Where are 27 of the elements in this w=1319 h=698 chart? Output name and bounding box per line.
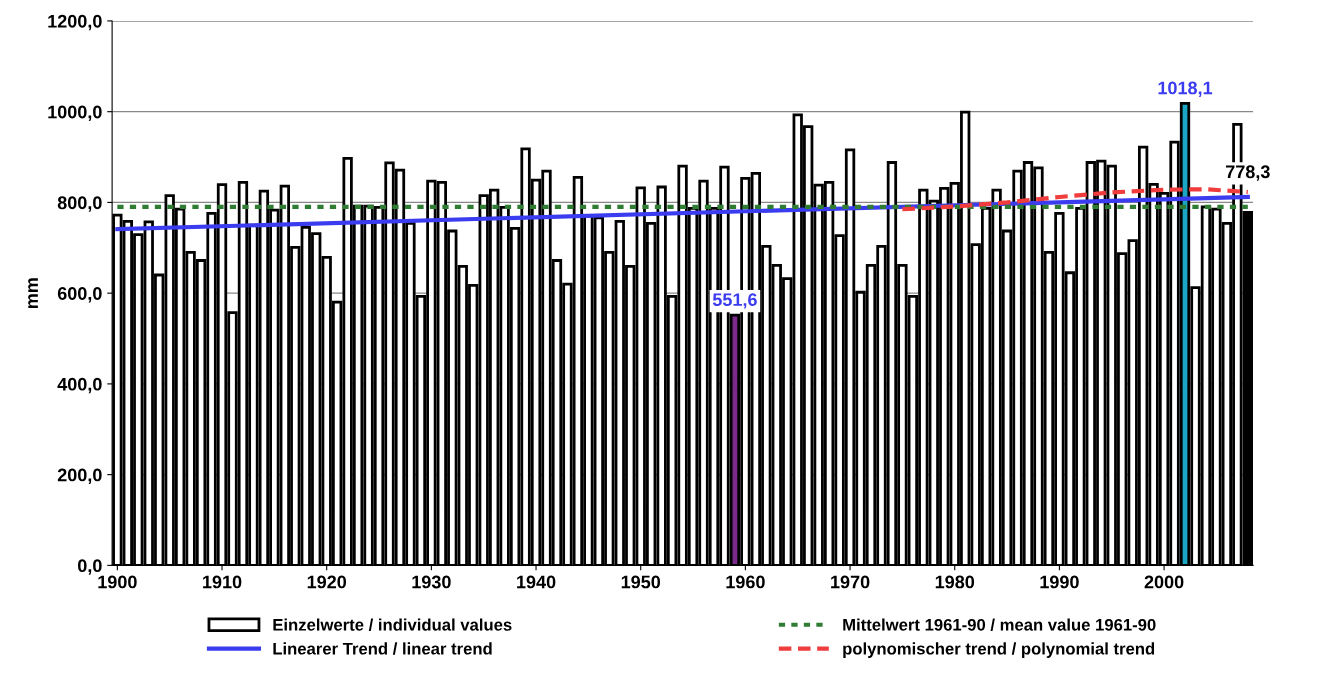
line-series bbox=[900, 187, 1250, 212]
x-tick-label: 1950 bbox=[621, 575, 661, 589]
x-tick-label: 1990 bbox=[1040, 575, 1079, 589]
x-tick-label: 1930 bbox=[412, 575, 451, 589]
x-tick-label: 1970 bbox=[831, 575, 870, 589]
x-tick-label: 1980 bbox=[935, 575, 975, 589]
y-axis-title: mm bbox=[28, 278, 38, 309]
x-tick-label: 2000 bbox=[1144, 575, 1184, 589]
y-tick-label: 1200,0 bbox=[48, 14, 102, 31]
y-tick-label: 200,0 bbox=[57, 468, 102, 484]
y-tick-label: 800,0 bbox=[57, 196, 102, 212]
y-tick-label: 1000,0 bbox=[48, 105, 102, 122]
data-label: 551,6 bbox=[712, 293, 757, 309]
legend-label: Mittelwert 1961-90 / mean value 1961-90 bbox=[843, 618, 1156, 631]
x-tick-label: 1910 bbox=[203, 575, 242, 589]
x-tick-label: 1920 bbox=[307, 575, 347, 589]
legend-label: polynomischer trend / polynomial trend bbox=[843, 642, 1155, 658]
y-tick-label: 600,0 bbox=[57, 287, 102, 303]
y-tick-label: 0,0 bbox=[78, 559, 102, 575]
legend-label: Einzelwerte / individual values bbox=[273, 618, 512, 631]
data-label: 1018,1 bbox=[1158, 81, 1213, 97]
x-tick-label: 1940 bbox=[517, 575, 556, 589]
legend-label: Linearer Trend / linear trend bbox=[273, 642, 492, 655]
x-tick-label: 1960 bbox=[726, 575, 765, 589]
data-label: 778,3 bbox=[1226, 165, 1270, 181]
y-tick-label: 400,0 bbox=[57, 377, 102, 394]
x-tick-label: 1900 bbox=[98, 575, 137, 589]
